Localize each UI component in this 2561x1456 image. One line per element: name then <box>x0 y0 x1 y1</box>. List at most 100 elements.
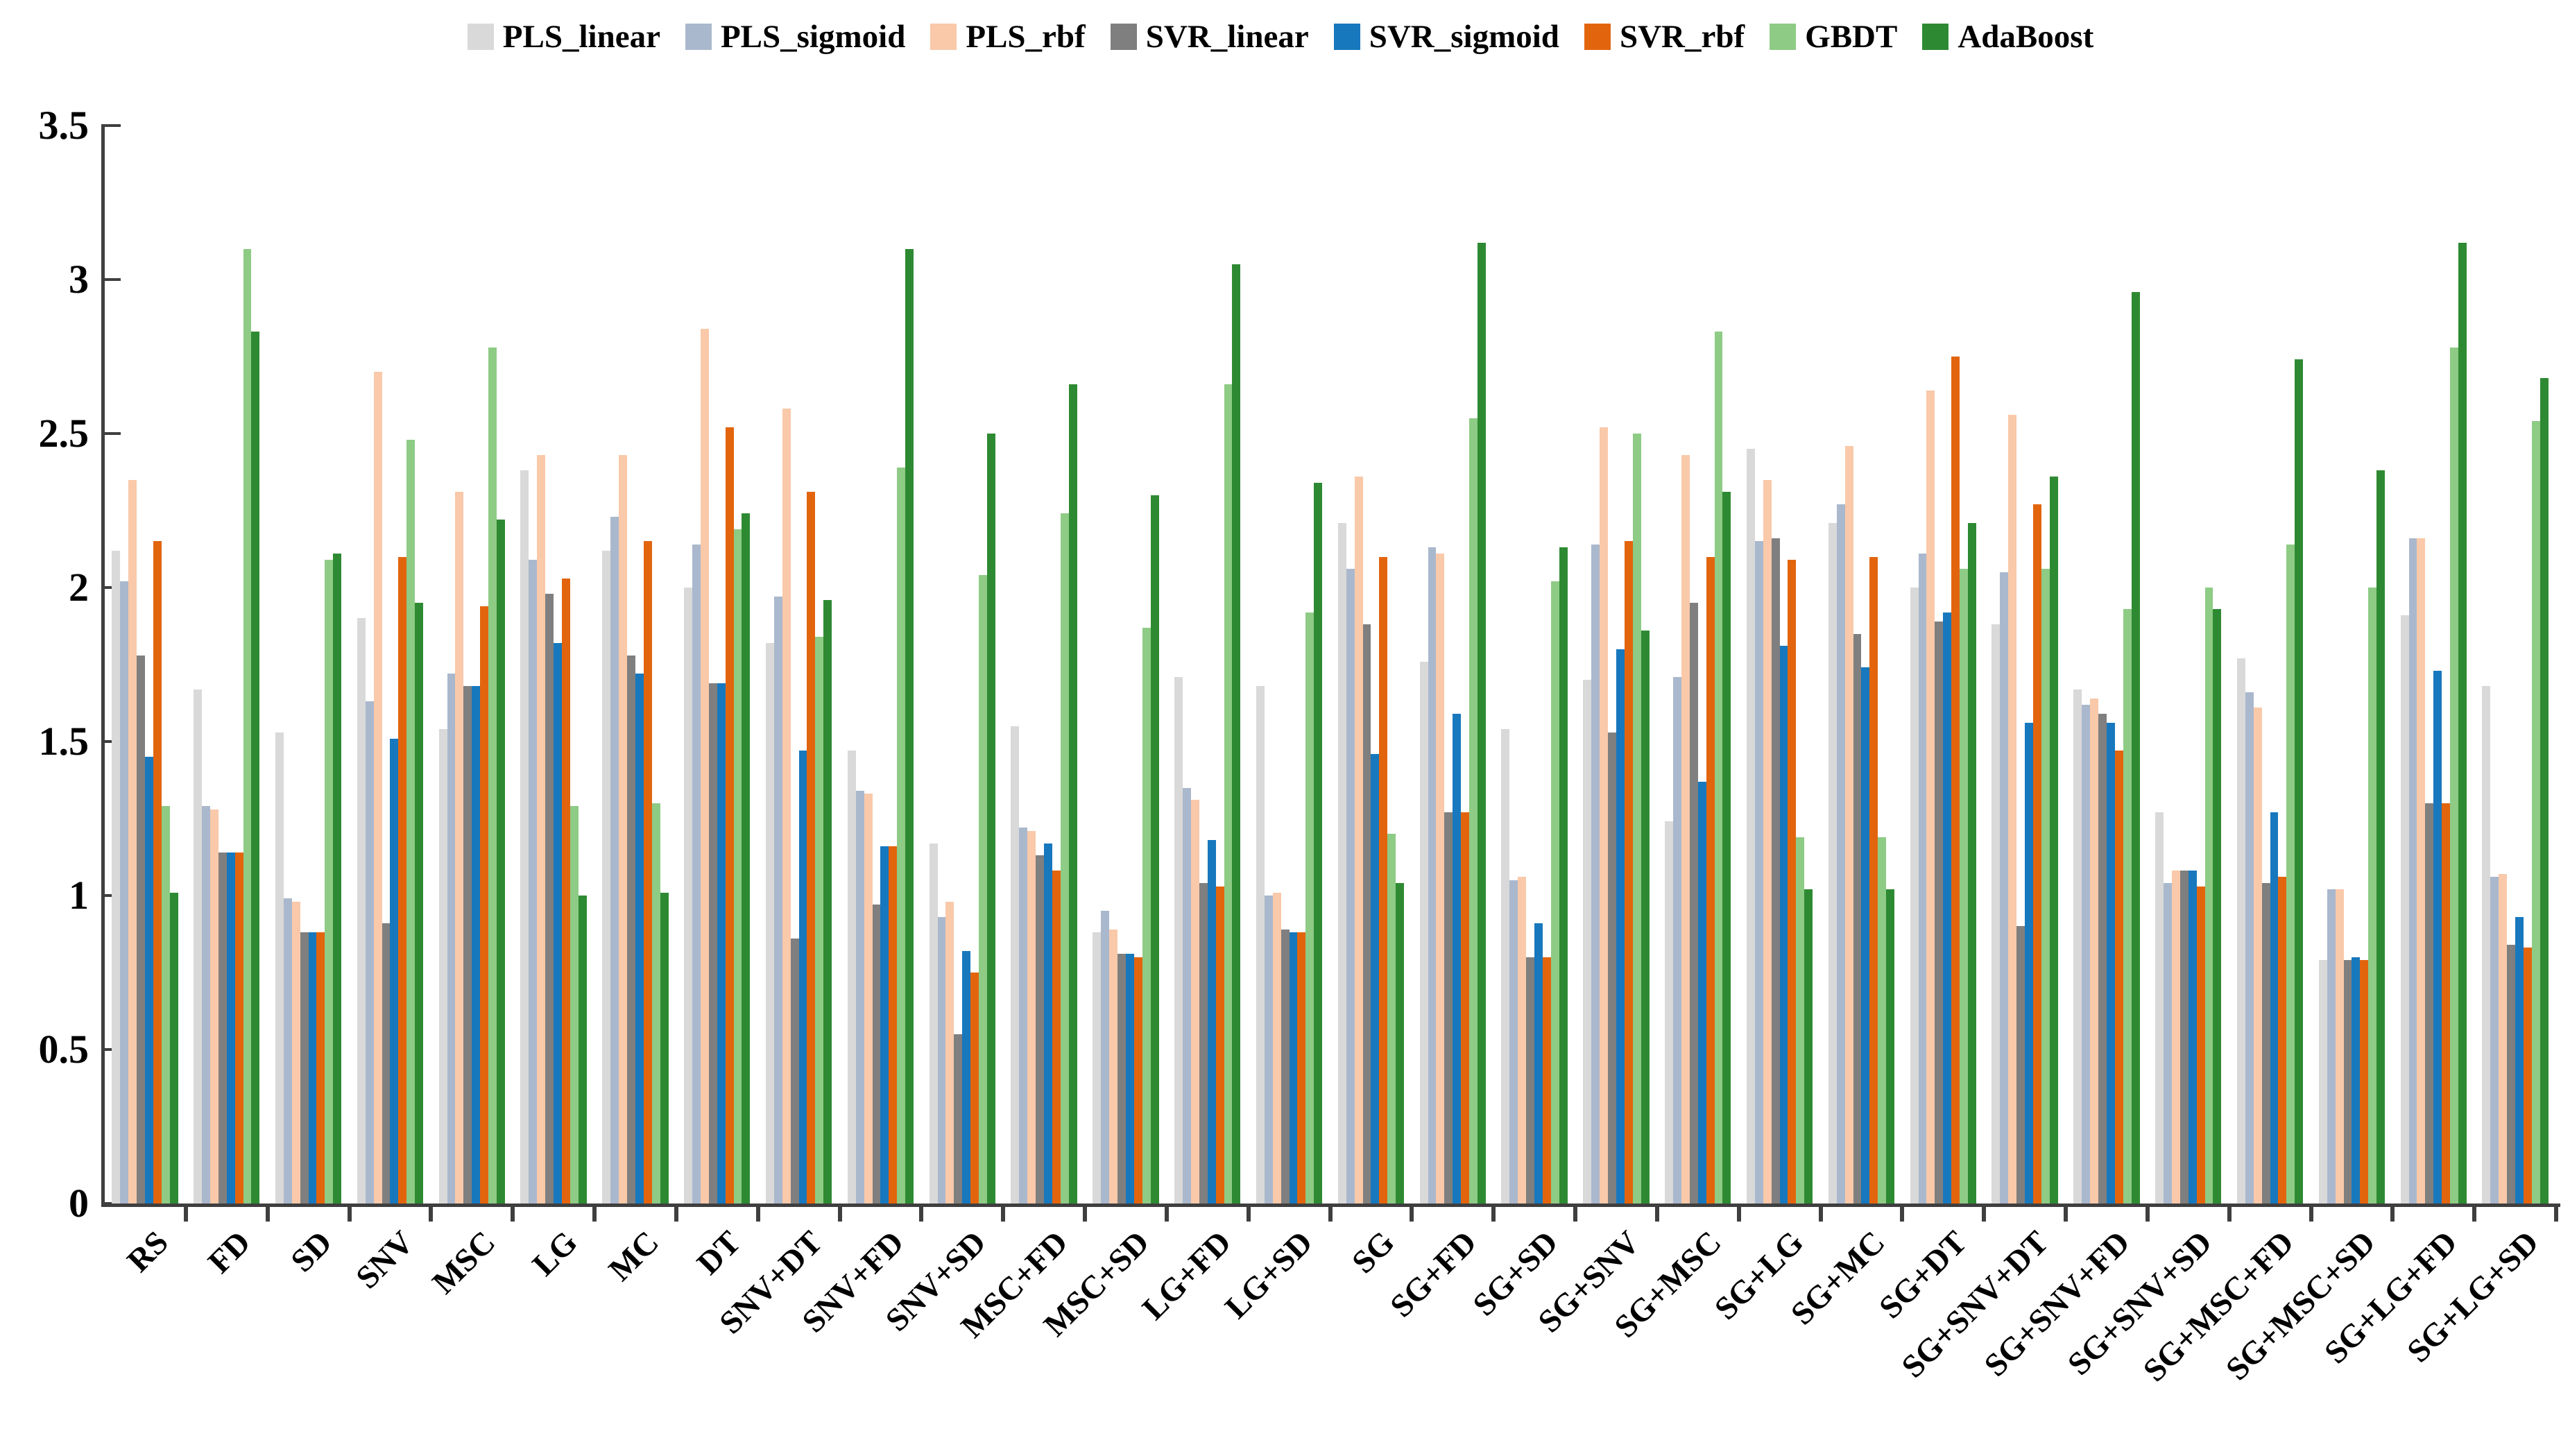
bar-PLS_sigmoid-RS <box>120 581 129 1204</box>
bar-GBDT-DT <box>733 529 742 1204</box>
y-tick-label: 0.5 <box>38 1027 89 1072</box>
legend-item-SVR_linear: SVR_linear <box>1110 18 1309 55</box>
bar-SVR_sigmoid-MSC <box>472 686 481 1204</box>
bar-SVR_sigmoid-SG+LG+FD <box>2433 670 2442 1204</box>
bar-AdaBoost-MSC+FD <box>1068 384 1077 1204</box>
bar-SVR_rbf-SG <box>1379 556 1388 1204</box>
x-tick-label: MSC <box>425 1224 503 1301</box>
bar-SVR_rbf-SG+MC <box>1869 556 1878 1204</box>
bar-SVR_linear-SG+LG+SD <box>2507 945 2516 1204</box>
bar-SVR_rbf-SG+LG+SD <box>2523 948 2532 1204</box>
bar-PLS_rbf-SG+LG+SD <box>2499 873 2508 1204</box>
bar-PLS_sigmoid-SG+SNV+DT <box>2000 572 2009 1204</box>
bar-PLS_sigmoid-FD <box>202 806 210 1204</box>
bar-PLS_linear-SD <box>275 732 284 1204</box>
x-tick-label: SD <box>284 1224 339 1280</box>
bar-GBDT-SG+SNV <box>1632 434 1641 1204</box>
x-tick-label: LG+SD <box>1218 1224 1320 1326</box>
bar-PLS_sigmoid-SG+DT <box>1918 554 1927 1204</box>
y-tick-mark <box>104 124 121 127</box>
bar-SVR_rbf-SNV <box>398 556 407 1204</box>
bar-PLS_sigmoid-SG+LG+FD <box>2408 538 2417 1204</box>
bar-AdaBoost-SNV <box>415 603 423 1204</box>
bar-GBDT-SG <box>1387 834 1396 1204</box>
legend-item-AdaBoost: AdaBoost <box>1922 18 2093 55</box>
x-tick-label: DT <box>690 1224 748 1282</box>
bar-AdaBoost-SG+MSC+FD <box>2295 359 2304 1204</box>
bar-SVR_linear-SNV+DT <box>790 939 799 1204</box>
bar-AdaBoost-SG+SNV <box>1641 631 1650 1204</box>
bar-AdaBoost-DT <box>742 513 751 1204</box>
bar-SVR_linear-SG+MSC <box>1689 603 1698 1204</box>
bar-AdaBoost-SG+LG <box>1804 889 1813 1204</box>
bar-GBDT-SG+MC <box>1878 837 1887 1204</box>
bar-SVR_linear-MC <box>627 655 635 1204</box>
legend-item-SVR_rbf: SVR_rbf <box>1584 18 1745 55</box>
bar-PLS_sigmoid-SG+SNV <box>1591 544 1600 1204</box>
bar-PLS_linear-LG <box>520 470 529 1204</box>
bar-PLS_rbf-LG+SD <box>1272 892 1281 1204</box>
bar-PLS_linear-SNV <box>357 618 366 1204</box>
bar-AdaBoost-LG+SD <box>1314 483 1323 1204</box>
bar-PLS_rbf-DT <box>700 329 709 1204</box>
bar-AdaBoost-SNV+FD <box>905 248 914 1204</box>
bar-SVR_sigmoid-SG <box>1371 753 1380 1204</box>
bar-SVR_linear-SG+LG <box>1771 538 1780 1204</box>
bar-GBDT-SG+SNV+DT <box>2041 569 2050 1204</box>
legend-item-SVR_sigmoid: SVR_sigmoid <box>1333 18 1559 55</box>
x-tick-mark <box>1410 1204 1414 1222</box>
bar-SVR_sigmoid-SNV+DT <box>798 751 807 1204</box>
bar-AdaBoost-MSC+SD <box>1150 495 1159 1204</box>
legend-swatch-icon <box>1922 24 1949 50</box>
y-tick-label: 3.5 <box>38 103 89 148</box>
bar-PLS_sigmoid-SG+SNV+SD <box>2164 883 2172 1204</box>
bar-PLS_sigmoid-LG <box>529 560 538 1204</box>
legend-label: PLS_sigmoid <box>720 19 906 55</box>
bar-SVR_sigmoid-SG+SNV+DT <box>2025 723 2033 1204</box>
bar-AdaBoost-LG <box>578 896 587 1204</box>
bar-SVR_sigmoid-LG <box>554 642 562 1204</box>
bar-PLS_sigmoid-MSC+FD <box>1019 828 1028 1204</box>
bar-SVR_rbf-SNV+FD <box>889 846 898 1204</box>
bar-SVR_sigmoid-MC <box>635 674 644 1204</box>
y-tick-label: 3 <box>69 257 89 302</box>
bar-AdaBoost-MSC <box>496 520 505 1204</box>
y-tick-mark <box>104 278 121 281</box>
bar-SVR_linear-SNV <box>382 923 391 1204</box>
bar-SVR_sigmoid-FD <box>226 852 235 1204</box>
bar-PLS_linear-SG+SNV+DT <box>1992 624 2001 1204</box>
bar-SVR_sigmoid-SG+LG <box>1779 646 1788 1204</box>
x-tick-label: SG <box>1345 1224 1402 1281</box>
x-tick-label: LG+FD <box>1135 1224 1238 1327</box>
bar-SVR_linear-MSC+SD <box>1117 954 1126 1204</box>
bar-PLS_rbf-SG+FD <box>1436 554 1445 1204</box>
bar-SVR_linear-SG+SNV+SD <box>2179 871 2189 1204</box>
bar-SVR_sigmoid-SG+SD <box>1534 923 1543 1204</box>
x-tick-mark <box>1982 1204 1987 1222</box>
bar-PLS_linear-FD <box>194 689 203 1204</box>
bar-SVR_linear-SNV+FD <box>872 905 881 1204</box>
bar-SVR_rbf-SD <box>316 932 325 1204</box>
y-tick-label: 1.5 <box>38 719 89 764</box>
bar-PLS_rbf-SG+MSC <box>1681 455 1690 1204</box>
bar-PLS_linear-SNV+SD <box>929 843 938 1204</box>
x-tick-mark <box>2227 1204 2232 1222</box>
legend-item-GBDT: GBDT <box>1770 18 1897 55</box>
bar-GBDT-SNV <box>406 439 416 1204</box>
bar-PLS_rbf-SG+SNV <box>1600 427 1608 1204</box>
bar-GBDT-MSC+SD <box>1142 627 1151 1204</box>
bar-SVR_linear-SG+MSC+SD <box>2343 960 2352 1204</box>
bar-SVR_linear-SG+FD <box>1444 812 1453 1204</box>
bar-PLS_linear-SG+MSC+SD <box>2318 960 2327 1204</box>
bar-PLS_sigmoid-SG <box>1346 569 1355 1204</box>
x-tick-label: FD <box>200 1224 257 1281</box>
bar-PLS_linear-SG+DT <box>1910 588 1919 1204</box>
bar-PLS_sigmoid-DT <box>692 544 701 1204</box>
bar-AdaBoost-SG+MSC+SD <box>2376 470 2385 1204</box>
bar-PLS_linear-SNV+FD <box>847 751 856 1204</box>
bar-AdaBoost-MC <box>660 892 669 1204</box>
bar-AdaBoost-LG+FD <box>1232 264 1241 1204</box>
x-tick-mark <box>674 1204 678 1222</box>
bar-PLS_sigmoid-MSC+SD <box>1101 911 1110 1204</box>
bar-GBDT-SG+SNV+FD <box>2123 609 2132 1204</box>
